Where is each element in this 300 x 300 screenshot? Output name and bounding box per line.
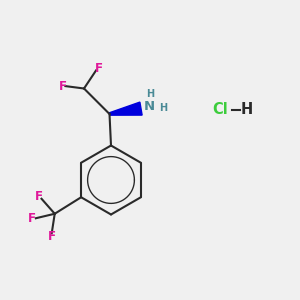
Text: H: H bbox=[146, 88, 154, 99]
Text: F: F bbox=[35, 190, 43, 203]
Text: F: F bbox=[94, 62, 102, 76]
Polygon shape bbox=[109, 102, 142, 115]
Text: H: H bbox=[241, 102, 253, 117]
Text: F: F bbox=[28, 212, 36, 225]
Text: F: F bbox=[58, 80, 66, 93]
Text: F: F bbox=[48, 230, 56, 243]
Text: H: H bbox=[159, 103, 167, 113]
Text: Cl: Cl bbox=[213, 102, 228, 117]
Text: N: N bbox=[144, 100, 155, 113]
